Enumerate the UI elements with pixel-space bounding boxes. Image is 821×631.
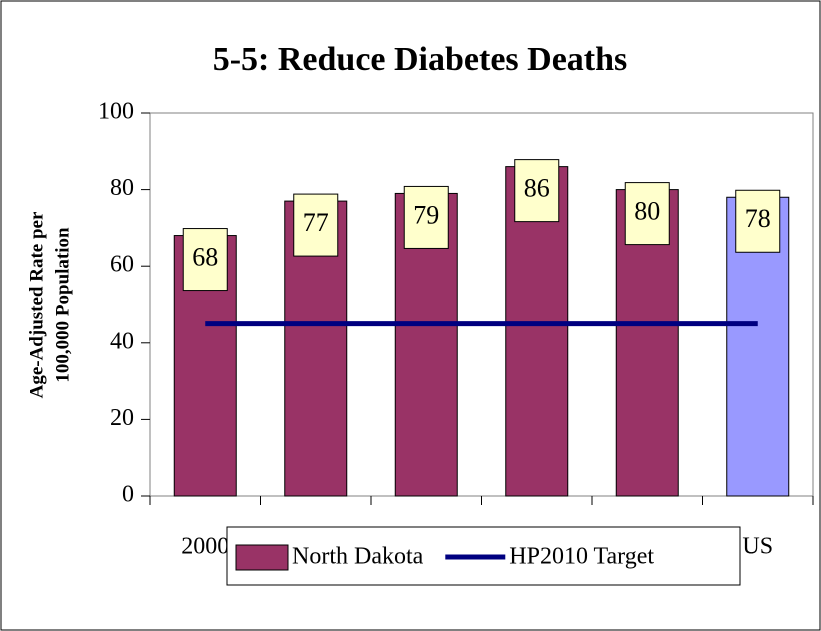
- y-axis-label-line: 100,000 Population: [52, 227, 73, 383]
- x-tick-label: US: [742, 534, 773, 560]
- data-label-box: [293, 193, 339, 257]
- legend-label: HP2010 Target: [509, 544, 654, 570]
- data-label: 77: [303, 208, 329, 237]
- legend: North Dakota HP2010 Target: [226, 526, 741, 586]
- data-label-box: [403, 185, 449, 249]
- y-axis-label-line: Age-Adjusted Rate per: [26, 211, 47, 398]
- legend-label: North Dakota: [292, 544, 424, 570]
- legend-swatch: [235, 544, 289, 571]
- y-tick-label: 0: [122, 482, 134, 508]
- data-label-box: [624, 182, 670, 246]
- chart-title: 5-5: Reduce Diabetes Deaths: [213, 41, 628, 78]
- data-label: 80: [634, 197, 660, 226]
- data-label: 68: [192, 243, 218, 272]
- data-label-box: [182, 228, 228, 292]
- y-tick-label: 40: [110, 328, 134, 354]
- data-label-box: [514, 159, 560, 223]
- y-tick-label: 80: [110, 175, 134, 201]
- y-tick-label: 60: [110, 252, 134, 278]
- data-label: 78: [745, 204, 771, 233]
- y-tick-label: 100: [98, 99, 134, 125]
- data-label-box: [735, 189, 781, 253]
- data-label: 79: [413, 200, 439, 229]
- x-tick-label: 2000: [181, 534, 229, 560]
- data-label: 86: [524, 174, 550, 203]
- y-axis-label: Age-Adjusted Rate per 100,000 Population: [26, 211, 73, 398]
- y-tick-label: 20: [110, 405, 134, 431]
